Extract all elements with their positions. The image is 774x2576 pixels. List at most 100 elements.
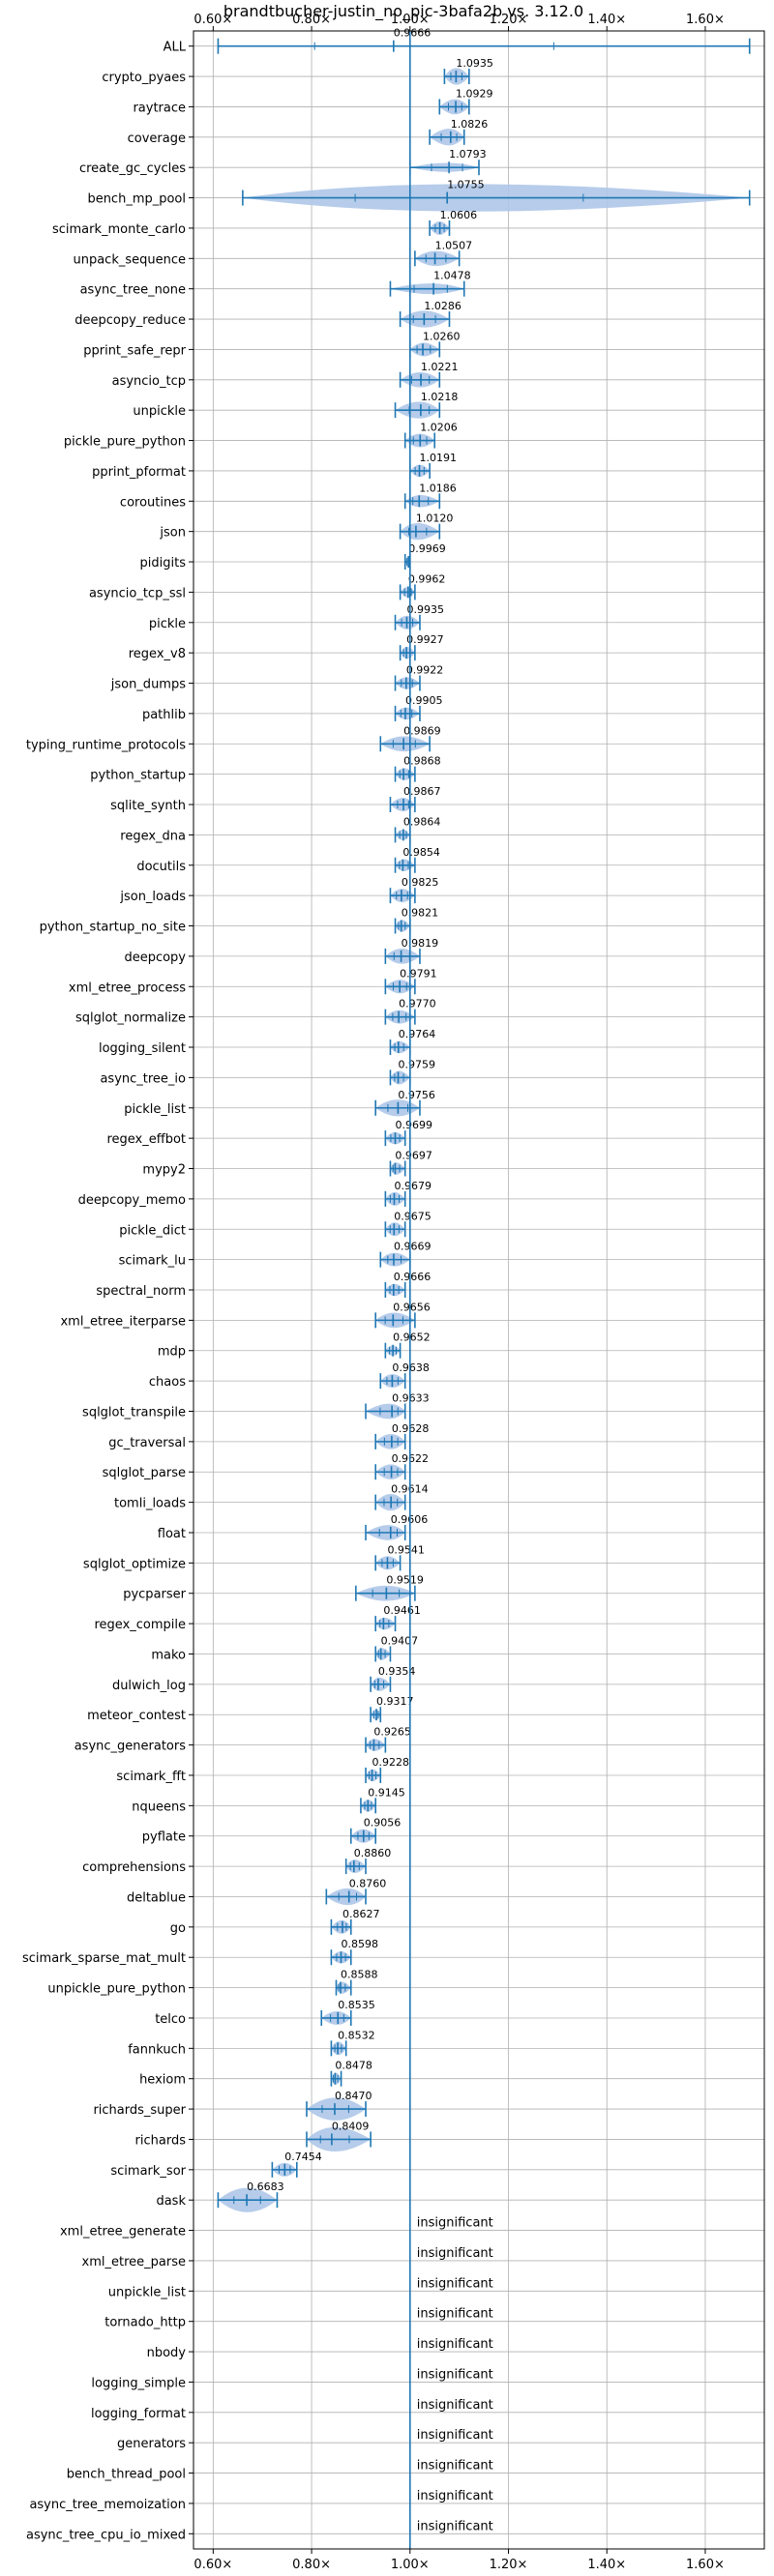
y-tick-label: mako <box>151 1648 186 1662</box>
value-label: 1.0260 <box>423 330 461 342</box>
value-label: 0.9791 <box>400 967 437 980</box>
value-label: 0.9905 <box>405 694 443 707</box>
value-label: 0.8535 <box>338 1999 375 2011</box>
x-tick-label-top: 1.60× <box>686 13 725 27</box>
value-label: 0.8588 <box>341 1969 378 1981</box>
insignificant-label: insignificant <box>417 2367 493 2382</box>
value-label: 0.9770 <box>399 998 436 1010</box>
value-label: 0.9819 <box>402 937 439 950</box>
x-tick-label-top: 0.80× <box>292 13 331 27</box>
y-tick-label: mypy2 <box>142 1163 186 1178</box>
value-label: 0.9354 <box>378 1665 416 1678</box>
y-tick-label: pycparser <box>123 1588 186 1602</box>
y-tick-label: sqlglot_transpile <box>82 1405 186 1420</box>
insignificant-label: insignificant <box>417 2519 493 2533</box>
value-label: 0.9825 <box>402 876 439 889</box>
value-label: 0.9927 <box>406 633 444 646</box>
y-tick-label: async_tree_cpu_io_mixed <box>26 2528 186 2542</box>
value-label: 0.9638 <box>392 1361 430 1374</box>
y-tick-label: comprehensions <box>82 1860 186 1875</box>
value-label: 0.7454 <box>284 2151 322 2163</box>
value-label: 1.0826 <box>451 118 489 131</box>
insignificant-label: insignificant <box>417 2246 493 2261</box>
value-label: 0.9764 <box>399 1028 436 1040</box>
value-label: 0.9228 <box>372 1756 410 1769</box>
value-label: 0.9666 <box>394 27 432 40</box>
y-tick-label: regex_compile <box>94 1618 186 1632</box>
value-label: 1.0206 <box>420 422 458 434</box>
value-label: 0.9699 <box>395 1119 432 1131</box>
y-tick-label: json_loads <box>119 890 186 904</box>
y-tick-label: richards <box>135 2133 187 2148</box>
value-label: 0.9666 <box>394 1271 432 1283</box>
y-tick-label: scimark_sor <box>110 2164 186 2179</box>
y-tick-label: regex_effbot <box>106 1132 186 1147</box>
y-tick-label: regex_dna <box>120 829 186 843</box>
y-tick-label: unpickle_list <box>108 2285 186 2299</box>
insignificant-label: insignificant <box>417 2216 493 2231</box>
x-tick-label-top: 1.20× <box>490 13 528 27</box>
y-tick-label: scimark_sparse_mat_mult <box>22 1951 186 1966</box>
y-tick-label: fannkuch <box>128 2042 186 2057</box>
y-tick-label: bench_mp_pool <box>87 192 186 207</box>
y-tick-label: nqueens <box>132 1800 186 1814</box>
insignificant-label: insignificant <box>417 2307 493 2322</box>
value-label: 0.8478 <box>335 2060 372 2072</box>
y-tick-label: dask <box>156 2194 186 2209</box>
y-tick-label: dulwich_log <box>112 1679 186 1693</box>
insignificant-label: insignificant <box>417 2459 493 2474</box>
value-label: 1.0120 <box>416 512 454 525</box>
insignificant-label: insignificant <box>417 2428 493 2443</box>
y-tick-label: create_gc_cycles <box>79 161 186 176</box>
value-label: 0.9407 <box>381 1634 419 1647</box>
y-tick-label: xml_etree_parse <box>82 2255 186 2269</box>
value-label: 1.0755 <box>447 179 485 191</box>
y-tick-label: bench_thread_pool <box>67 2468 186 2482</box>
y-tick-label: unpickle <box>133 404 186 419</box>
y-tick-label: pickle <box>149 617 186 631</box>
y-tick-label: python_startup <box>90 769 186 783</box>
y-tick-label: unpickle_pure_python <box>47 1982 186 1997</box>
chart-title: brandtbucher-justin_no_pic-3bafa2b vs. 3… <box>223 2 583 21</box>
y-tick-label: telco <box>155 2012 186 2027</box>
value-label: 0.9679 <box>394 1180 432 1192</box>
y-tick-label: spectral_norm <box>96 1284 186 1299</box>
insignificant-label: insignificant <box>417 2489 493 2503</box>
value-label: 0.9541 <box>387 1543 425 1556</box>
y-tick-label: regex_v8 <box>129 647 186 661</box>
y-tick-label: logging_format <box>91 2407 186 2421</box>
value-label: 0.9056 <box>364 1817 402 1830</box>
x-tick-label-bottom: 0.80× <box>292 2558 331 2572</box>
value-label: 1.0218 <box>421 391 459 403</box>
y-tick-label: async_tree_io <box>100 1071 186 1086</box>
value-label: 0.8470 <box>335 2090 372 2102</box>
y-tick-label: pathlib <box>142 708 186 722</box>
value-label: 0.9756 <box>398 1089 435 1101</box>
y-tick-label: logging_simple <box>91 2376 186 2390</box>
value-label: 0.9759 <box>399 1058 436 1070</box>
y-tick-label: unpack_sequence <box>73 252 186 267</box>
value-label: 1.0935 <box>456 57 493 70</box>
y-tick-label: richards_super <box>93 2103 186 2118</box>
insignificant-label: insignificant <box>417 2337 493 2352</box>
value-label: 1.0221 <box>421 361 459 373</box>
value-label: 0.6683 <box>247 2181 284 2193</box>
value-label: 0.8598 <box>341 1938 378 1950</box>
y-tick-label: pyflate <box>142 1830 186 1845</box>
value-label: 0.8860 <box>354 1847 392 1859</box>
y-tick-label: tomli_loads <box>114 1497 186 1511</box>
y-tick-label: sqlglot_optimize <box>83 1557 186 1571</box>
value-label: 1.0286 <box>424 300 461 312</box>
y-tick-label: sqlglot_parse <box>103 1466 186 1480</box>
y-tick-label: xml_etree_iterparse <box>60 1314 186 1329</box>
x-tick-label-bottom: 1.00× <box>391 2558 430 2572</box>
y-tick-label: scimark_fft <box>116 1770 186 1784</box>
value-label: 1.0606 <box>440 209 478 221</box>
value-label: 0.9962 <box>408 572 446 585</box>
y-tick-label: float <box>158 1527 186 1541</box>
value-label: 1.0191 <box>420 452 458 464</box>
value-label: 1.0929 <box>456 87 493 100</box>
y-tick-label: gc_traversal <box>108 1436 186 1450</box>
y-tick-label: pprint_safe_repr <box>83 343 186 358</box>
y-tick-label: async_tree_memoization <box>29 2498 186 2512</box>
